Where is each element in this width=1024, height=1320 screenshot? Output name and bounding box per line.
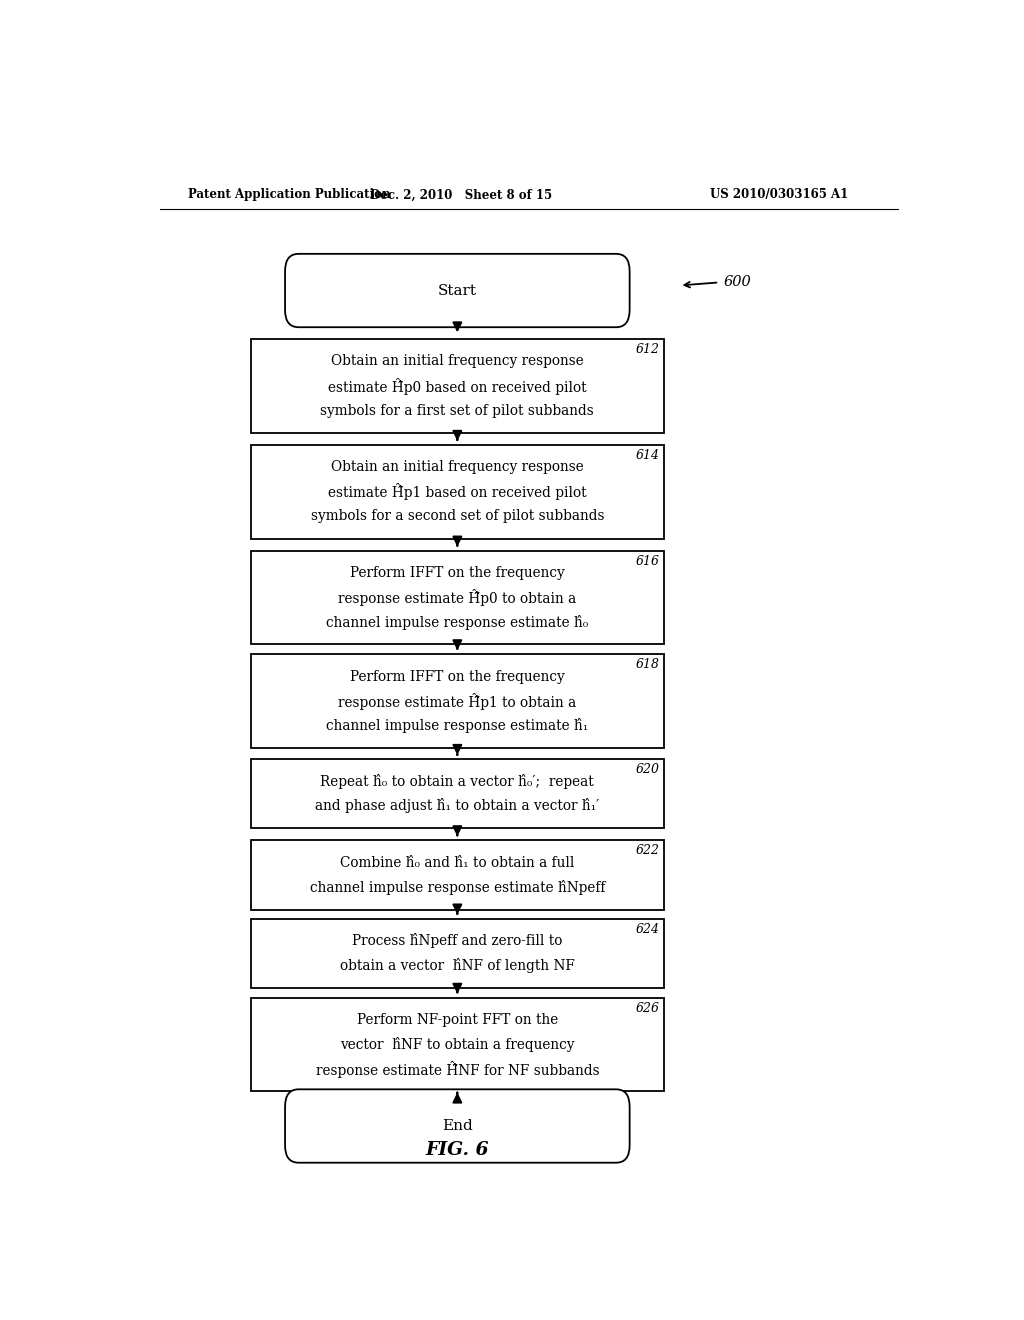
Text: estimate Ĥ̂p0 based on received pilot: estimate Ĥ̂p0 based on received pilot xyxy=(328,378,587,395)
Text: US 2010/0303165 A1: US 2010/0303165 A1 xyxy=(710,189,848,202)
Text: channel impulse response estimate ĥ₀: channel impulse response estimate ĥ₀ xyxy=(327,615,589,630)
Text: FIG. 6: FIG. 6 xyxy=(426,1140,489,1159)
Text: Perform IFFT on the frequency: Perform IFFT on the frequency xyxy=(350,566,564,579)
FancyBboxPatch shape xyxy=(251,919,664,987)
FancyBboxPatch shape xyxy=(251,655,664,748)
Text: Combine ĥ₀ and ĥ₁ to obtain a full: Combine ĥ₀ and ĥ₁ to obtain a full xyxy=(340,855,574,870)
Text: channel impulse response estimate ĥ₁: channel impulse response estimate ĥ₁ xyxy=(327,718,589,734)
Text: response estimate Ĥ̂p0 to obtain a: response estimate Ĥ̂p0 to obtain a xyxy=(338,589,577,606)
FancyBboxPatch shape xyxy=(251,841,664,909)
Text: and phase adjust ĥ₁ to obtain a vector ĥ₁′: and phase adjust ĥ₁ to obtain a vector … xyxy=(315,799,599,813)
Text: End: End xyxy=(442,1119,473,1133)
FancyBboxPatch shape xyxy=(285,1089,630,1163)
Text: 622: 622 xyxy=(636,845,659,858)
Text: symbols for a second set of pilot subbands: symbols for a second set of pilot subban… xyxy=(310,510,604,524)
Text: Obtain an initial frequency response: Obtain an initial frequency response xyxy=(331,461,584,474)
Text: 618: 618 xyxy=(636,659,659,672)
FancyBboxPatch shape xyxy=(285,253,630,327)
FancyBboxPatch shape xyxy=(251,550,664,644)
Text: estimate Ĥ̂p1 based on received pilot: estimate Ĥ̂p1 based on received pilot xyxy=(328,483,587,500)
Text: 600: 600 xyxy=(723,276,751,289)
Text: 612: 612 xyxy=(636,343,659,356)
Text: Repeat ĥ₀ to obtain a vector ĥ₀′;  repeat: Repeat ĥ₀ to obtain a vector ĥ₀′; repe… xyxy=(321,774,594,789)
FancyBboxPatch shape xyxy=(251,759,664,828)
Text: obtain a vector  ĥNF of length NF: obtain a vector ĥNF of length NF xyxy=(340,958,574,973)
Text: 620: 620 xyxy=(636,763,659,776)
Text: 614: 614 xyxy=(636,449,659,462)
Text: 624: 624 xyxy=(636,923,659,936)
Text: channel impulse response estimate ĥNpeff: channel impulse response estimate ĥNpef… xyxy=(309,880,605,895)
Text: response estimate Ĥ̂p1 to obtain a: response estimate Ĥ̂p1 to obtain a xyxy=(338,693,577,710)
Text: Patent Application Publication: Patent Application Publication xyxy=(187,189,390,202)
Text: Dec. 2, 2010   Sheet 8 of 15: Dec. 2, 2010 Sheet 8 of 15 xyxy=(371,189,552,202)
Text: 616: 616 xyxy=(636,554,659,568)
Text: 626: 626 xyxy=(636,1002,659,1015)
Text: Perform IFFT on the frequency: Perform IFFT on the frequency xyxy=(350,669,564,684)
Text: Obtain an initial frequency response: Obtain an initial frequency response xyxy=(331,355,584,368)
Text: symbols for a first set of pilot subbands: symbols for a first set of pilot subband… xyxy=(321,404,594,417)
Text: response estimate Ĥ̂NF for NF subbands: response estimate Ĥ̂NF for NF subbands xyxy=(315,1061,599,1078)
Text: vector  ĥNF to obtain a frequency: vector ĥNF to obtain a frequency xyxy=(340,1038,574,1052)
FancyBboxPatch shape xyxy=(251,445,664,539)
Text: Process ĥNpeff and zero-fill to: Process ĥNpeff and zero-fill to xyxy=(352,933,562,948)
Text: Perform NF-point FFT on the: Perform NF-point FFT on the xyxy=(356,1012,558,1027)
FancyBboxPatch shape xyxy=(251,339,664,433)
Text: Start: Start xyxy=(438,284,477,297)
FancyBboxPatch shape xyxy=(251,998,664,1092)
